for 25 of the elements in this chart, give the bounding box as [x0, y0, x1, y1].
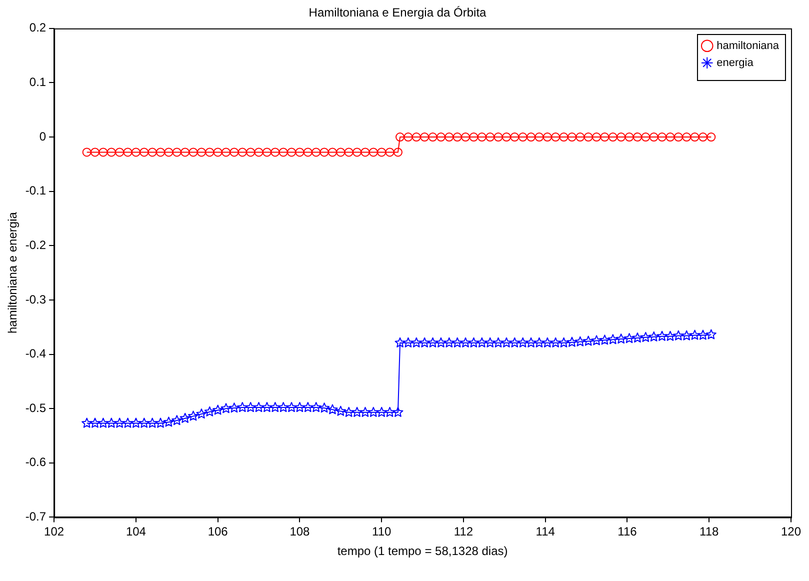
x-tick-label: 112: [454, 524, 474, 539]
y-tick-label: -0.1: [25, 184, 46, 198]
y-tick-label: 0.1: [29, 75, 46, 90]
x-tick-label: 104: [126, 524, 146, 539]
y-tick-label: -0.3: [25, 292, 46, 306]
y-tick-label: -0.7: [25, 510, 46, 524]
x-tick-label: 118: [700, 524, 720, 539]
x-tick-label: 102: [44, 524, 64, 539]
y-tick-label: -0.4: [25, 346, 46, 361]
x-tick-label: 114: [536, 524, 556, 539]
x-tick-label: 120: [780, 524, 802, 539]
y-tick-label: 0.2: [29, 20, 46, 35]
y-tick-label: -0.2: [25, 238, 46, 252]
x-tick-label: 110: [372, 524, 392, 539]
x-tick-label: 106: [208, 524, 228, 539]
y-tick-label: -0.6: [25, 455, 46, 470]
legend-label: hamiltoniana: [716, 40, 780, 52]
y-axis-title: hamiltoniana e energia: [6, 212, 20, 334]
x-tick-label: 108: [290, 524, 310, 539]
x-axis-title: tempo (1 tempo = 58,1328 dias): [337, 544, 508, 558]
y-tick-label: -0.5: [25, 400, 46, 415]
y-tick-label: 0: [39, 129, 46, 144]
x-tick-label: 116: [618, 524, 638, 539]
legend-label: energia: [716, 56, 754, 69]
chart-title: Hamiltoniana e Energia da Órbita: [308, 6, 487, 20]
